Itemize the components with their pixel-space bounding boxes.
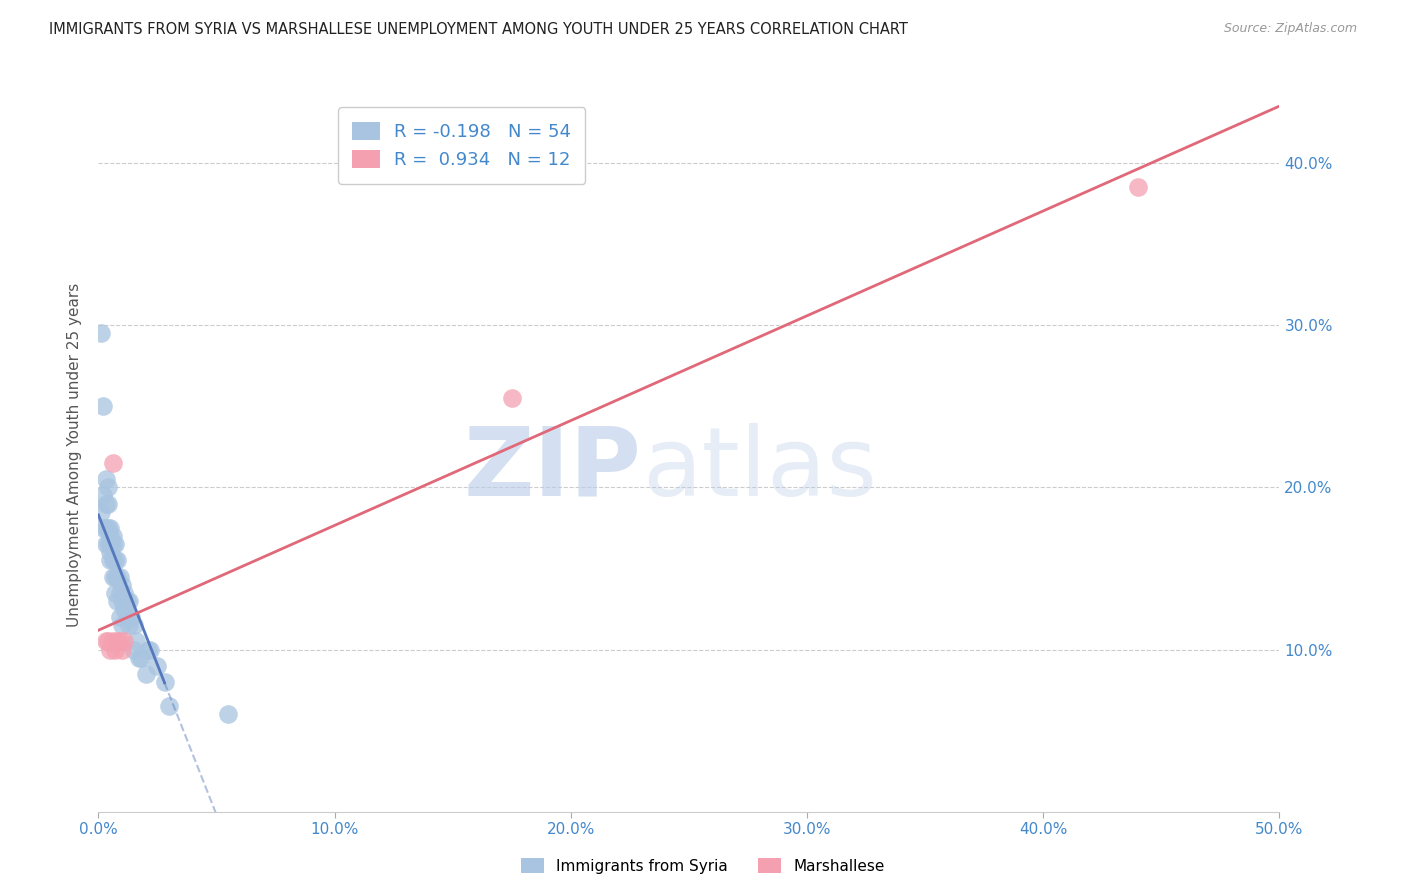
Point	[108, 610, 131, 624]
Point	[101, 537, 124, 551]
Point	[101, 456, 124, 470]
Point	[111, 618, 134, 632]
Point	[108, 634, 131, 648]
Y-axis label: Unemployment Among Youth under 25 years: Unemployment Among Youth under 25 years	[67, 283, 83, 627]
Point	[105, 594, 128, 608]
Point	[501, 391, 523, 405]
Point	[105, 569, 128, 583]
Point	[97, 537, 120, 551]
Text: IMMIGRANTS FROM SYRIA VS MARSHALLESE UNEMPLOYMENT AMONG YOUTH UNDER 25 YEARS COR: IMMIGRANTS FROM SYRIA VS MARSHALLESE UNE…	[49, 22, 908, 37]
Point	[108, 586, 131, 600]
Point	[111, 642, 134, 657]
Point	[104, 569, 127, 583]
Point	[135, 666, 157, 681]
Point	[217, 707, 239, 722]
Point	[104, 586, 127, 600]
Point	[97, 521, 120, 535]
Text: Source: ZipAtlas.com: Source: ZipAtlas.com	[1223, 22, 1357, 36]
Point	[139, 642, 162, 657]
Point	[129, 650, 152, 665]
Point	[111, 594, 134, 608]
Point	[94, 497, 117, 511]
Point	[112, 586, 135, 600]
Point	[122, 618, 145, 632]
Point	[101, 529, 124, 543]
Point	[98, 545, 121, 559]
Point	[118, 594, 141, 608]
Point	[97, 480, 120, 494]
Point	[97, 634, 120, 648]
Point	[112, 634, 135, 648]
Point	[125, 634, 148, 648]
Point	[98, 537, 121, 551]
Point	[98, 529, 121, 543]
Point	[118, 618, 141, 632]
Point	[122, 642, 145, 657]
Point	[115, 610, 138, 624]
Point	[90, 326, 112, 341]
Point	[98, 553, 121, 567]
Point	[94, 521, 117, 535]
Text: atlas: atlas	[641, 423, 877, 516]
Point	[91, 521, 114, 535]
Point	[104, 537, 127, 551]
Point	[136, 642, 159, 657]
Point	[104, 642, 127, 657]
Point	[97, 497, 120, 511]
Point	[128, 650, 150, 665]
Point	[146, 658, 169, 673]
Point	[90, 505, 112, 519]
Point	[1126, 180, 1149, 194]
Point	[104, 553, 127, 567]
Point	[157, 699, 180, 714]
Legend: R = -0.198   N = 54, R =  0.934   N = 12: R = -0.198 N = 54, R = 0.934 N = 12	[337, 107, 585, 184]
Point	[153, 675, 176, 690]
Point	[105, 634, 128, 648]
Point	[115, 594, 138, 608]
Point	[98, 521, 121, 535]
Text: ZIP: ZIP	[464, 423, 641, 516]
Point	[101, 634, 124, 648]
Point	[94, 472, 117, 486]
Point	[91, 488, 114, 502]
Point	[91, 399, 114, 413]
Point	[108, 569, 131, 583]
Point	[94, 634, 117, 648]
Point	[101, 569, 124, 583]
Point	[105, 553, 128, 567]
Point	[112, 602, 135, 616]
Point	[94, 537, 117, 551]
Point	[111, 577, 134, 591]
Point	[98, 642, 121, 657]
Point	[101, 553, 124, 567]
Point	[121, 610, 143, 624]
Legend: Immigrants from Syria, Marshallese: Immigrants from Syria, Marshallese	[515, 852, 891, 880]
